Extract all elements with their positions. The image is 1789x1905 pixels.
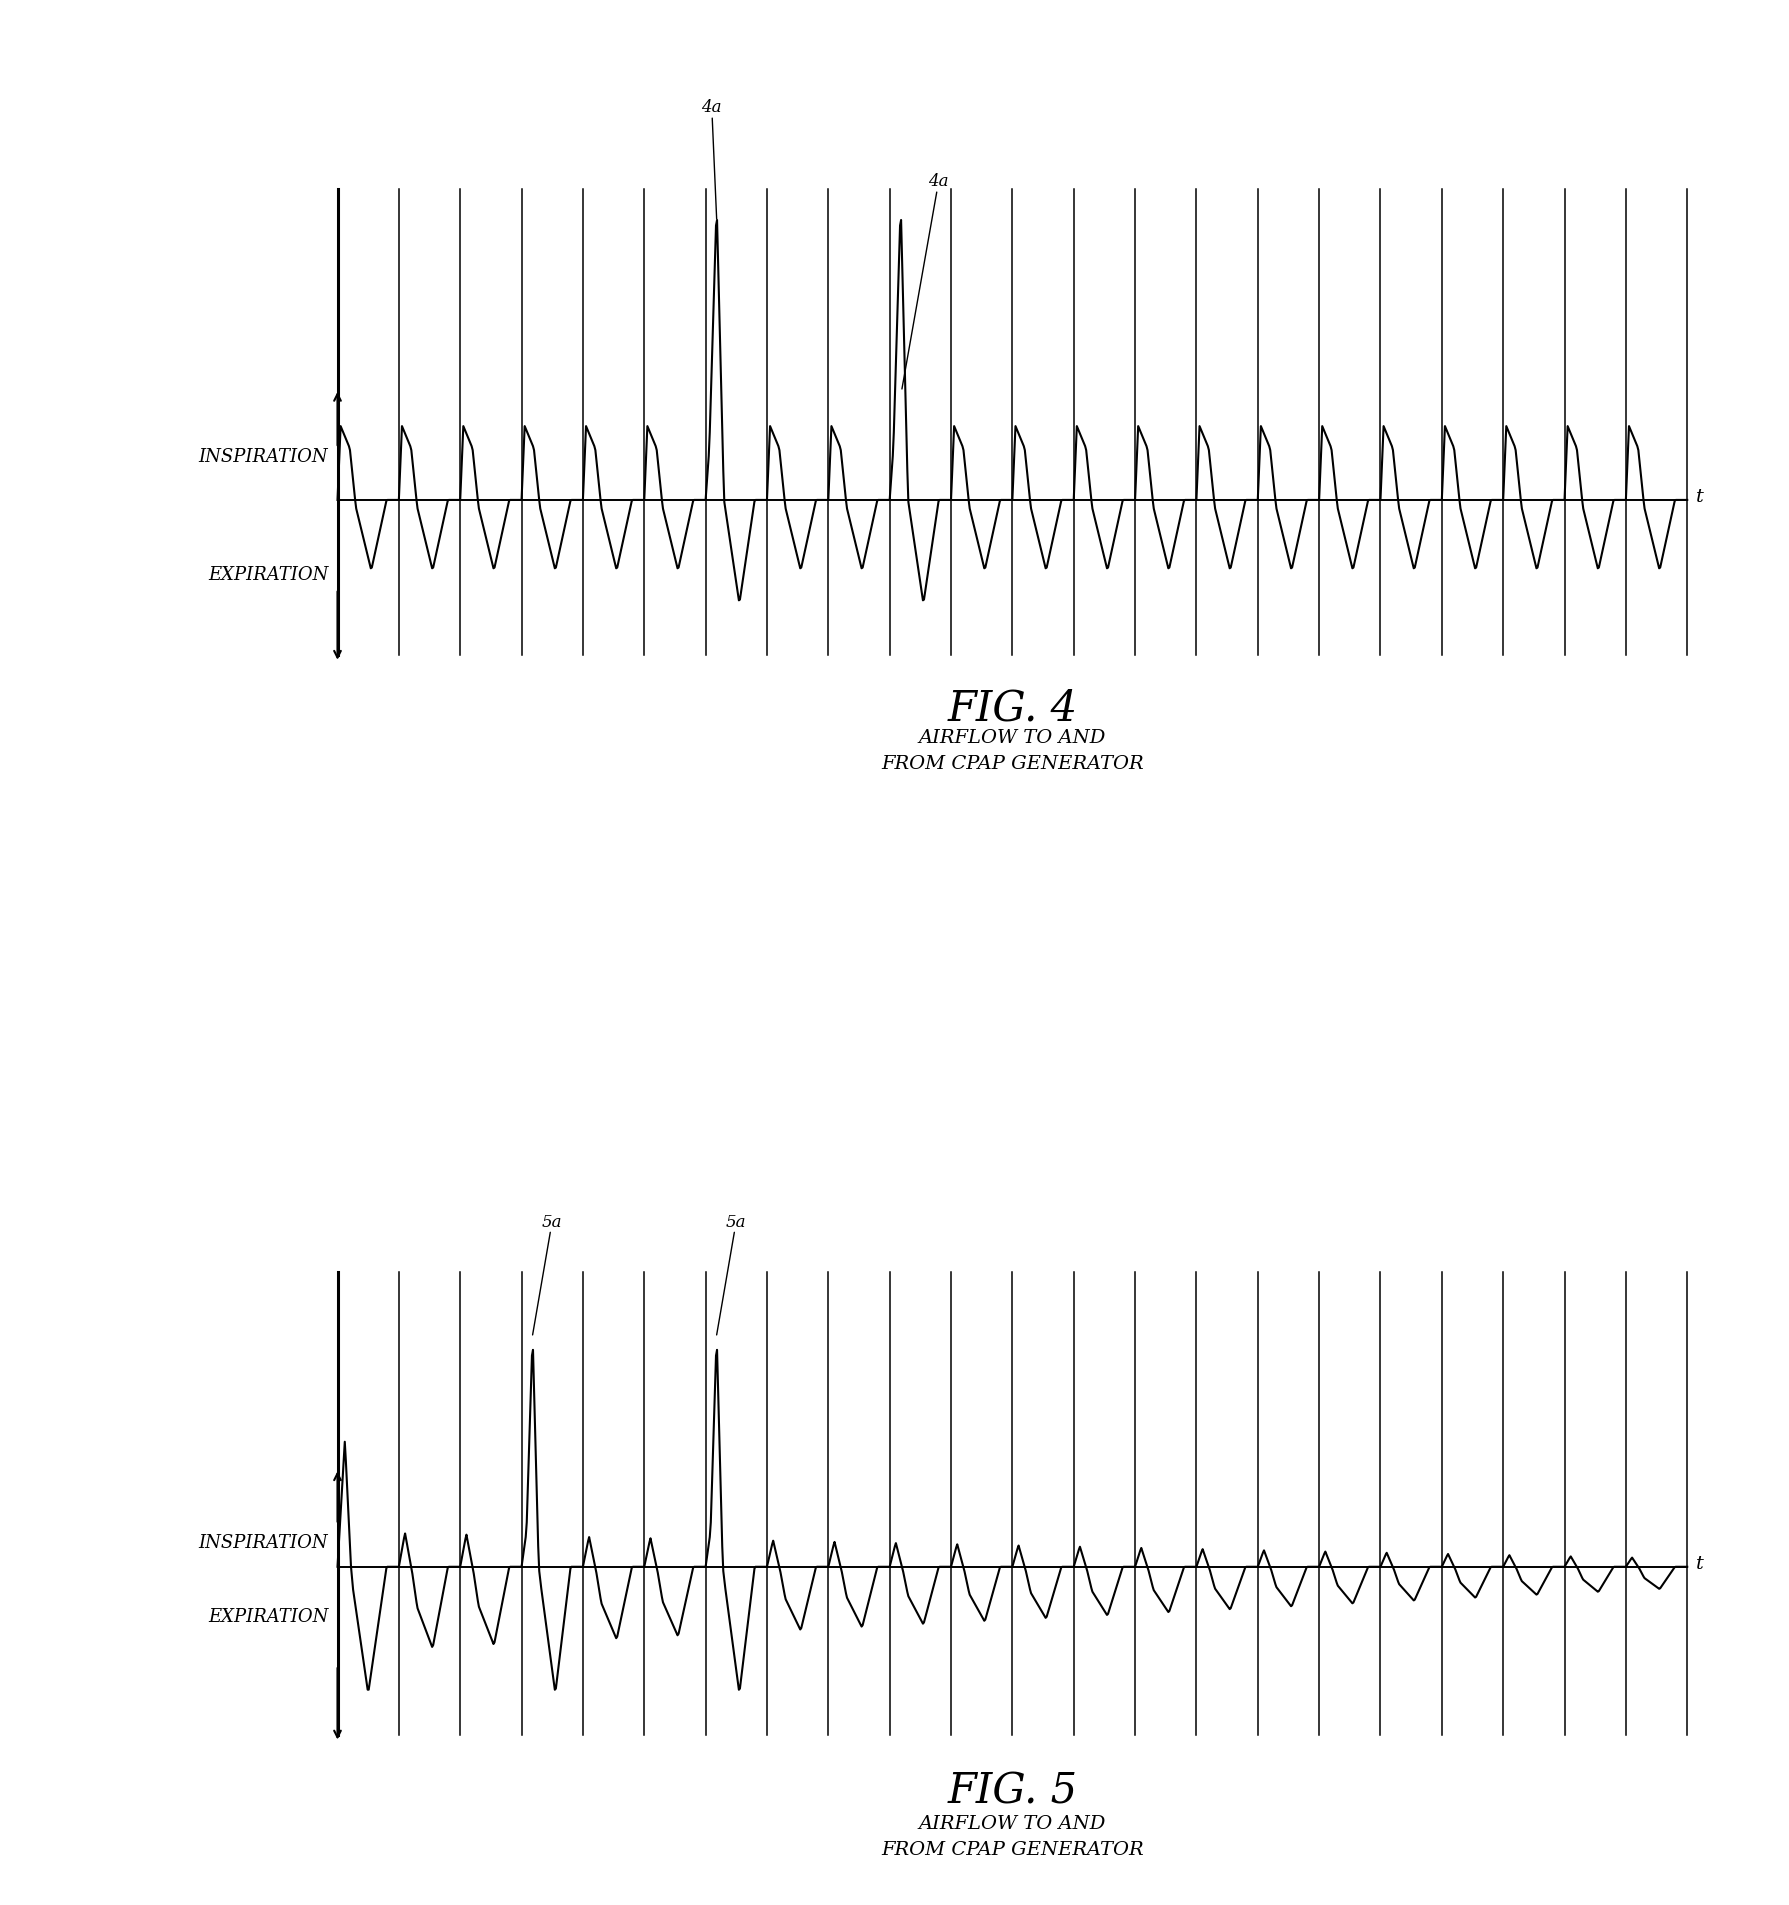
Text: 4a: 4a [902,173,948,391]
Text: FIG. 5: FIG. 5 [946,1770,1077,1812]
Text: EXPIRATION: EXPIRATION [208,566,327,583]
Text: t: t [1696,488,1703,507]
Text: EXPIRATION: EXPIRATION [208,1608,327,1625]
Text: INSPIRATION: INSPIRATION [199,1534,327,1551]
Text: FIG. 4: FIG. 4 [946,688,1077,730]
Text: AIRFLOW TO AND
FROM CPAP GENERATOR: AIRFLOW TO AND FROM CPAP GENERATOR [880,1814,1143,1859]
Text: 5a: 5a [533,1213,562,1335]
Text: t: t [1696,1554,1703,1572]
Text: 5a: 5a [716,1213,746,1335]
Text: AIRFLOW TO AND
FROM CPAP GENERATOR: AIRFLOW TO AND FROM CPAP GENERATOR [880,728,1143,773]
Text: INSPIRATION: INSPIRATION [199,448,327,465]
Text: 4a: 4a [701,99,721,219]
